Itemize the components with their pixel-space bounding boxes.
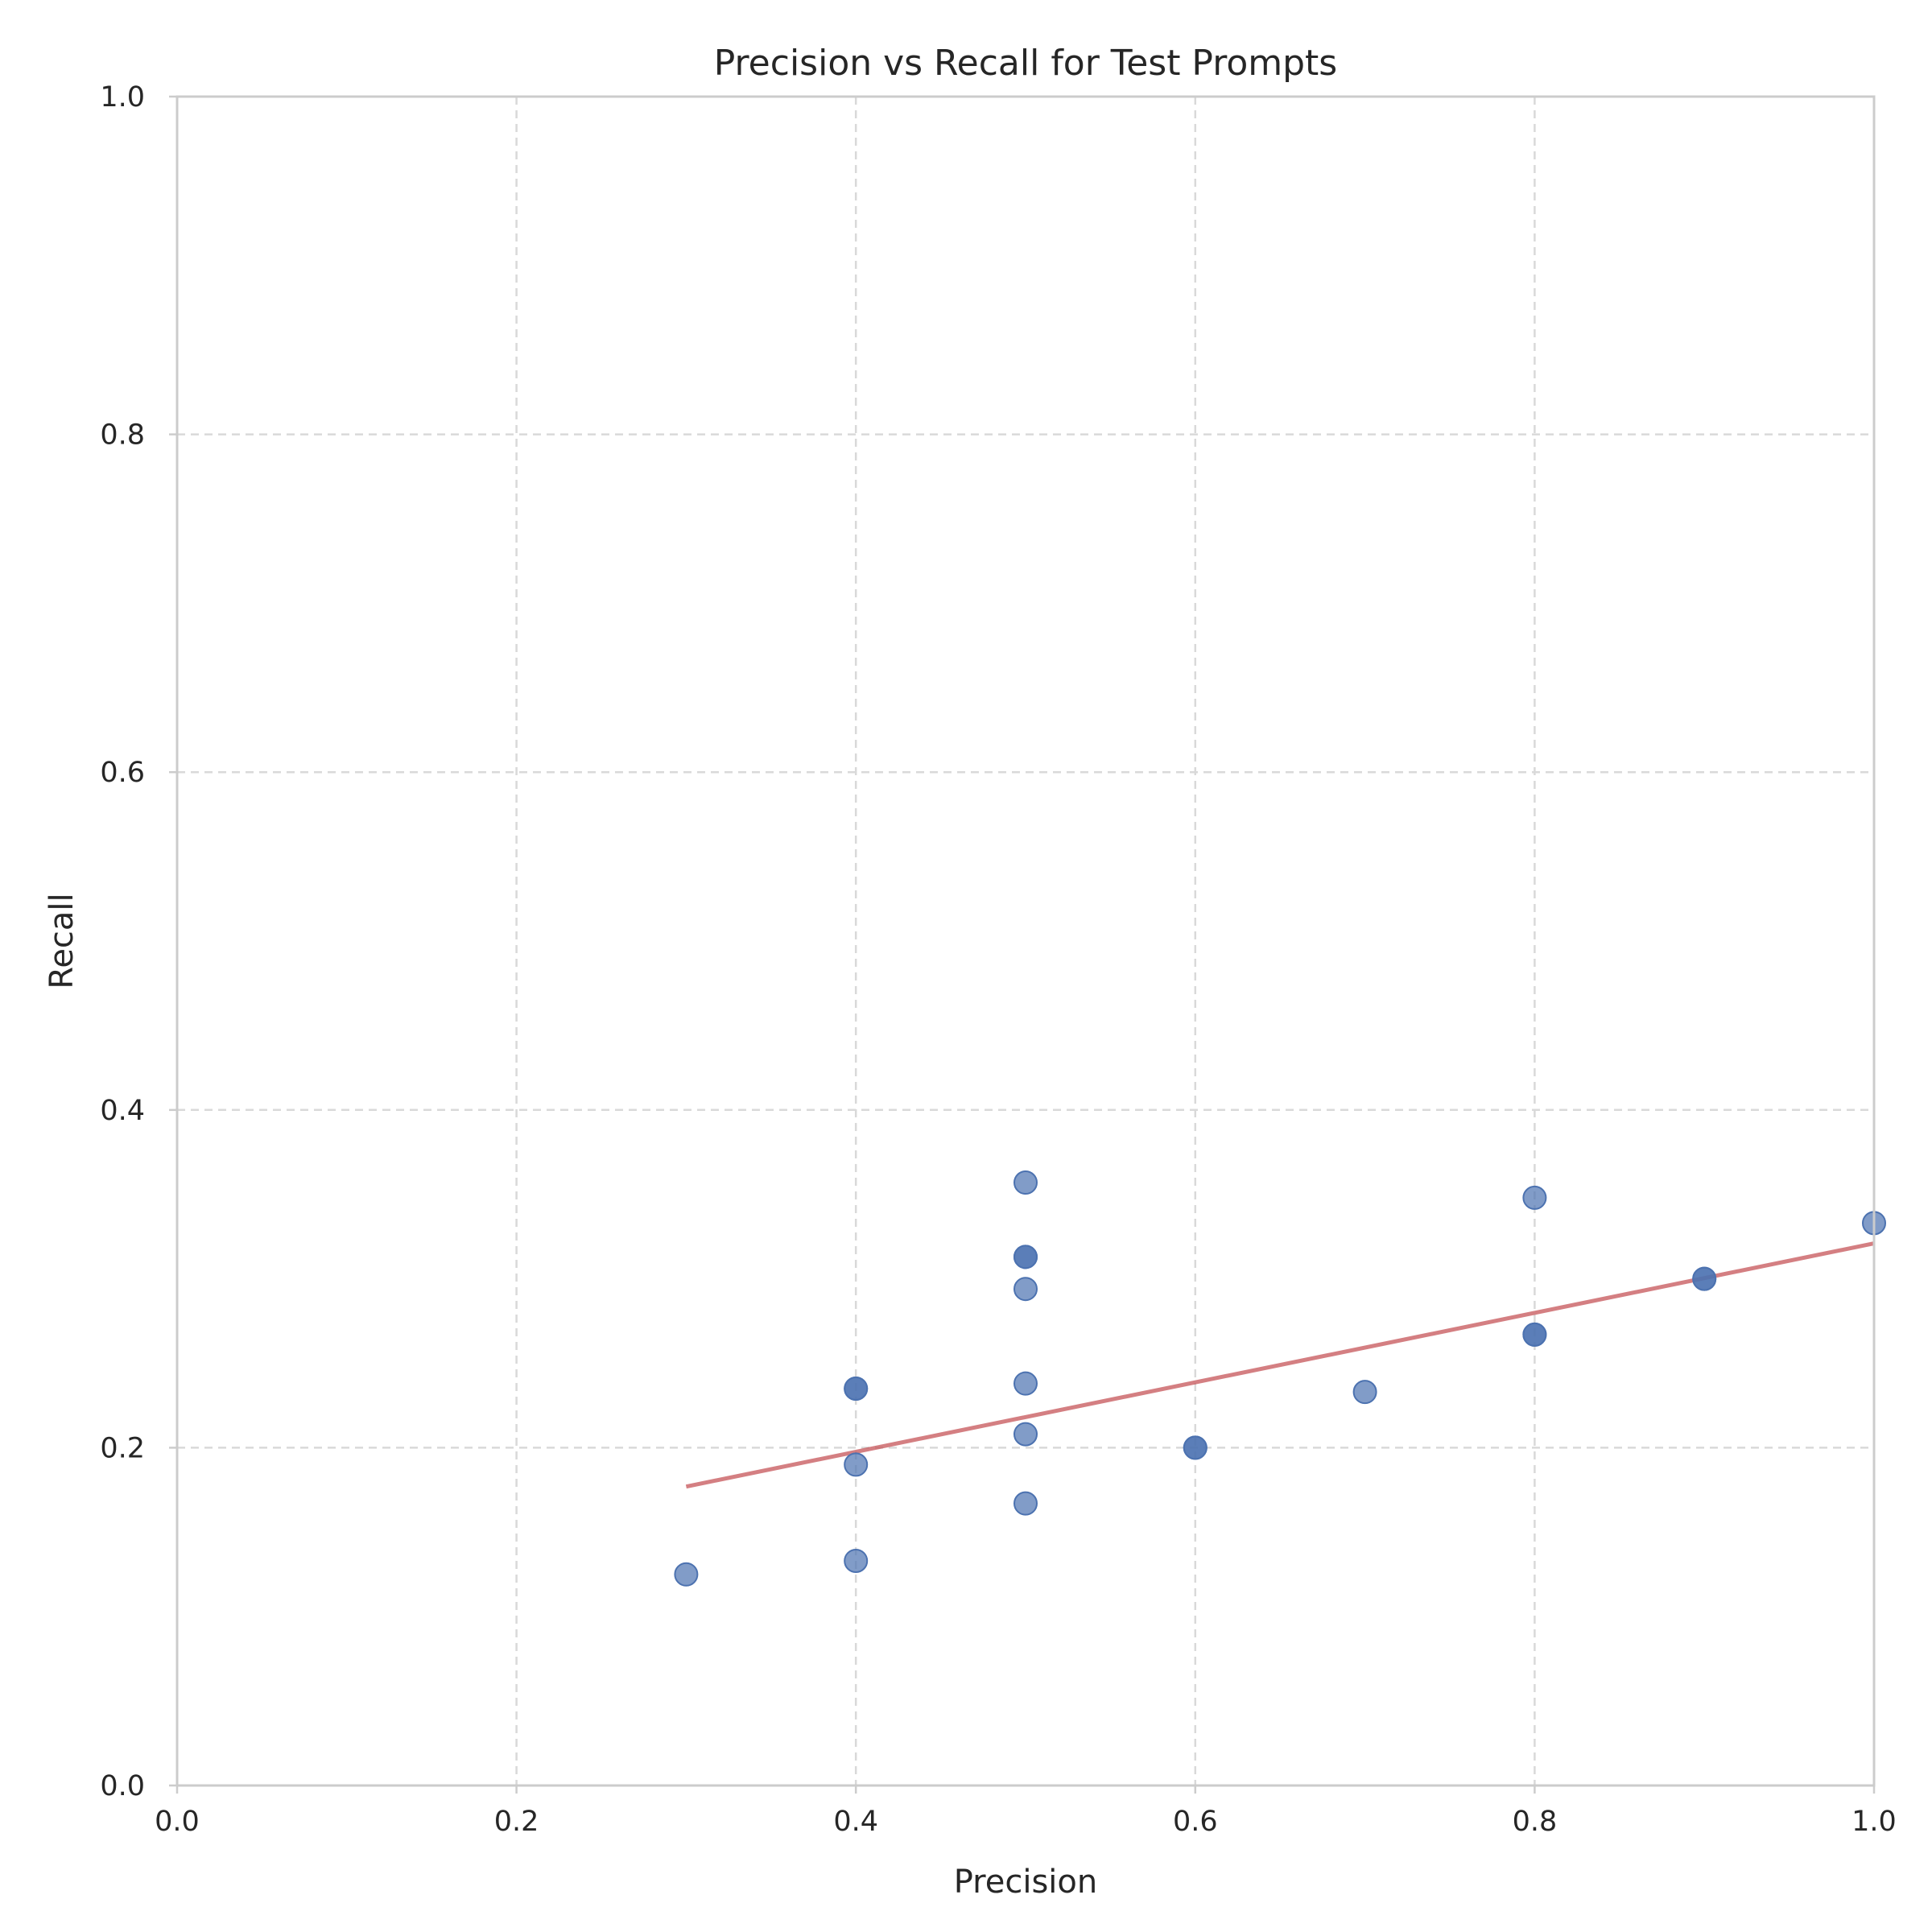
data-point (844, 1452, 869, 1477)
data-point (1013, 1245, 1038, 1269)
data-point (844, 1548, 869, 1573)
x-tick-label: 0.0 (155, 1806, 200, 1838)
data-points (674, 1170, 1886, 1587)
y-tick-label: 1.0 (100, 81, 145, 114)
tick-labels: 0.0 0.2 0.4 0.6 0.8 1.0 0.0 0.2 0.4 0.6 0.8 1.0 (100, 81, 1897, 1838)
x-axis-label: Precision (954, 1864, 1097, 1901)
y-tick-label: 0.4 (100, 1095, 145, 1127)
data-point (674, 1562, 699, 1587)
data-point (1013, 1422, 1038, 1447)
x-tick-label: 0.4 (833, 1806, 878, 1838)
y-tick-label: 0.2 (100, 1432, 145, 1464)
x-tick-label: 0.2 (494, 1806, 539, 1838)
data-point (1013, 1277, 1038, 1302)
y-axis-label: Recall (43, 893, 80, 989)
chart-title: Precision vs Recall for Test Prompts (714, 43, 1337, 84)
data-point (1183, 1435, 1208, 1460)
data-point (1013, 1371, 1038, 1396)
y-tick-label: 0.6 (100, 757, 145, 789)
plot-frame (175, 95, 1876, 1787)
data-point (1692, 1266, 1717, 1291)
axis-ticks (169, 95, 1876, 1794)
data-point (1352, 1380, 1377, 1405)
x-tick-label: 0.8 (1513, 1806, 1558, 1838)
data-point (1522, 1185, 1547, 1210)
data-point (844, 1376, 869, 1401)
trend-line (685, 1241, 1875, 1489)
x-tick-label: 1.0 (1852, 1806, 1897, 1838)
data-point (1013, 1491, 1038, 1516)
y-tick-label: 0.0 (100, 1770, 145, 1802)
gridlines (177, 97, 1874, 1785)
y-tick-label: 0.8 (100, 419, 145, 452)
data-point (1522, 1322, 1547, 1347)
data-point (1013, 1170, 1038, 1195)
x-tick-label: 0.6 (1173, 1806, 1218, 1838)
